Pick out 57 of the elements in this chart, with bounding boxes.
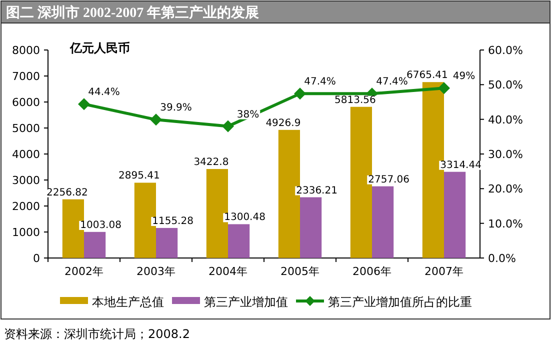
data-label: 2336.21 — [296, 185, 338, 196]
x-tick-label: 2005年 — [280, 265, 320, 278]
y-tick-label: 4000 — [12, 148, 40, 161]
y-tick-label: 6000 — [12, 96, 40, 109]
y2-tick-label: 50.0% — [488, 78, 523, 92]
data-label: 44.4% — [88, 87, 120, 98]
bar — [372, 186, 394, 258]
data-label: 5813.56 — [334, 94, 376, 106]
bar — [444, 172, 466, 258]
bar — [84, 232, 106, 258]
data-label: 39.9% — [160, 102, 192, 114]
y-axis-title: 亿元人民币 — [69, 41, 130, 55]
text: 资料来源：深圳市统计局；2008.2 — [4, 327, 190, 341]
y-tick-label: 0 — [33, 252, 40, 265]
y-tick-label: 3000 — [12, 174, 40, 187]
y2-tick-label: 10.0% — [488, 217, 523, 230]
legend-label: 本地生产总值 — [92, 295, 164, 309]
chart-title: 图二 深圳市 2002-2007 年第三产业的发展 — [6, 4, 260, 21]
bar — [300, 197, 322, 258]
data-label: 6765.41 — [406, 70, 448, 82]
data-label: 2895.41 — [118, 170, 160, 182]
data-label: 49% — [452, 71, 476, 82]
legend-label: 第三产业增加值所占的比重 — [328, 295, 472, 309]
y2-tick-label: 30.0% — [488, 148, 523, 161]
x-tick-label: 2003年 — [136, 265, 176, 278]
x-tick-label: 2006年 — [352, 265, 392, 278]
y-tick-label: 8000 — [12, 44, 40, 57]
y2-tick-label: 20.0% — [488, 182, 523, 196]
y-tick-label: 7000 — [12, 70, 40, 83]
data-label: 47.4% — [304, 76, 336, 88]
data-label: 2757.06 — [368, 174, 410, 186]
data-label: 1155.28 — [152, 216, 194, 227]
y2-tick-label: 40.0% — [488, 113, 523, 126]
data-label: 1003.08 — [80, 220, 122, 231]
bar — [228, 224, 250, 258]
y2-tick-label: 0.0% — [488, 252, 516, 265]
x-tick-label: 2004年 — [208, 265, 248, 278]
data-label: 4926.9 — [266, 118, 301, 129]
y-tick-label: 1000 — [12, 226, 40, 239]
legend-label: 第三产业增加值 — [204, 295, 288, 309]
y-tick-label: 2000 — [12, 200, 40, 213]
x-tick-label: 2007年 — [424, 265, 464, 278]
bar — [156, 228, 178, 258]
data-label: 3314.44 — [440, 160, 482, 171]
point — [222, 120, 234, 132]
data-label: 1300.48 — [224, 212, 266, 224]
data-label: 2256.82 — [46, 187, 88, 198]
y-tick-label: 5000 — [12, 122, 40, 135]
point — [78, 98, 90, 110]
data-label: 3422.8 — [194, 157, 229, 168]
data-label: 47.4% — [376, 76, 408, 88]
x-tick-label: 2002年 — [64, 265, 104, 278]
point — [294, 88, 306, 100]
point — [438, 82, 450, 94]
point — [150, 114, 162, 126]
data-label: 38% — [236, 109, 260, 120]
y2-tick-label: 60.0% — [488, 44, 523, 57]
